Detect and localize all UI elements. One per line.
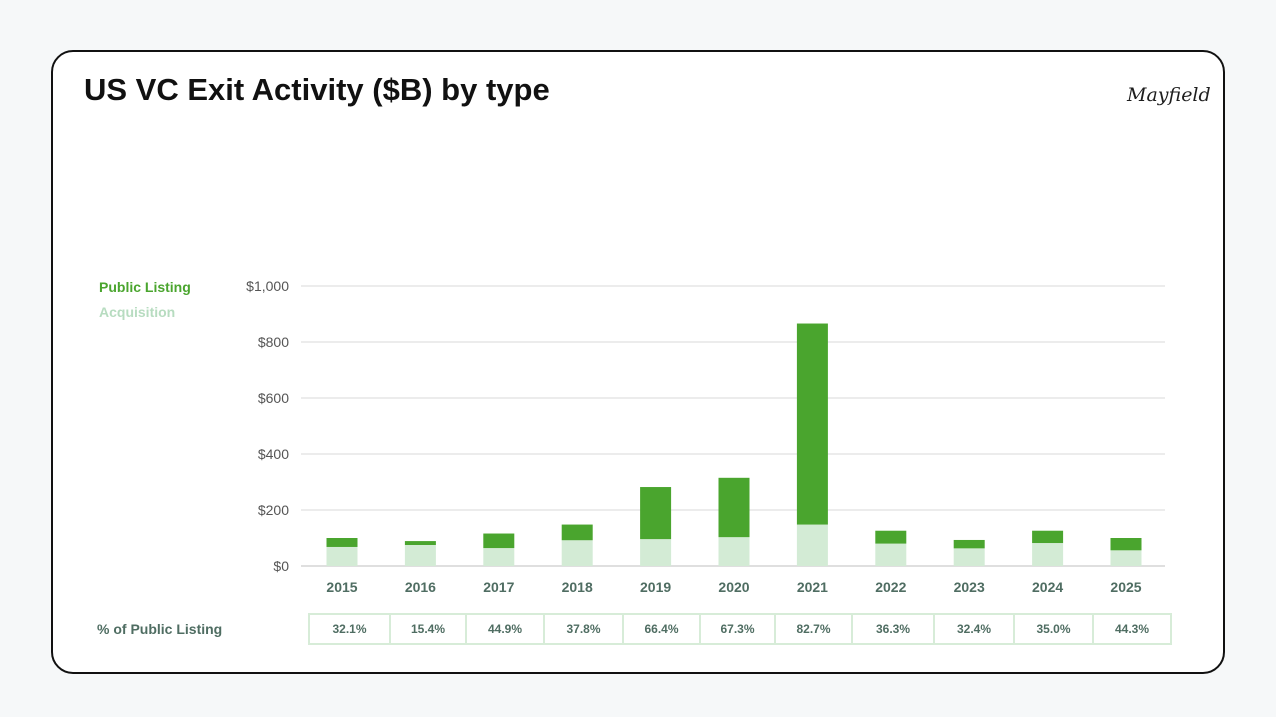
bar-acquisition [1032, 543, 1064, 566]
y-tick-label: $1,000 [246, 278, 289, 294]
legend-acquisition: Acquisition [99, 304, 176, 320]
bar-public-listing [1032, 530, 1064, 544]
x-tick-label: 2016 [405, 579, 436, 595]
pct-cell: 66.4% [622, 615, 699, 643]
y-tick-label: $800 [258, 334, 289, 350]
bar-acquisition [1110, 550, 1142, 566]
x-tick-label: 2019 [640, 579, 671, 595]
x-tick-label: 2025 [1110, 579, 1141, 595]
bar-public-listing [953, 539, 985, 549]
pct-cell: 32.4% [933, 615, 1013, 643]
bar-public-listing [640, 487, 672, 540]
bar-acquisition [561, 540, 593, 566]
bar-acquisition [404, 545, 436, 566]
legend-public-listing: Public Listing [99, 279, 191, 295]
bar-acquisition [796, 524, 828, 566]
bar-public-listing [561, 524, 593, 541]
bar-acquisition [326, 546, 358, 566]
x-tick-label: 2024 [1032, 579, 1063, 595]
pct-cell: 67.3% [699, 615, 774, 643]
pct-cell: 35.0% [1013, 615, 1092, 643]
bar-public-listing [483, 533, 515, 549]
pct-cell: 44.9% [465, 615, 543, 643]
pct-public-listing-table: 32.1% 15.4% 44.9% 37.8% 66.4% 67.3% 82.7% 36.3%… [308, 613, 1172, 645]
x-tick-label: 2022 [875, 579, 906, 595]
pct-cell: 37.8% [543, 615, 622, 643]
bar-public-listing [796, 323, 828, 525]
x-tick-label: 2017 [483, 579, 514, 595]
bar-public-listing [718, 477, 750, 538]
y-tick-label: $200 [258, 502, 289, 518]
pct-cell: 32.1% [332, 622, 367, 636]
bar-public-listing [875, 530, 907, 544]
bar-acquisition [953, 548, 985, 566]
chart-card: US VC Exit Activity ($B) by type Mayfiel… [51, 50, 1225, 674]
y-tick-label: $0 [273, 558, 289, 574]
bar-public-listing [1110, 538, 1142, 551]
pct-cell: 82.7% [774, 615, 851, 643]
mayfield-logo: Mayfield [1127, 84, 1211, 106]
bar-acquisition [640, 539, 672, 566]
x-tick-label: 2015 [326, 579, 357, 595]
stacked-bar-chart: $0 $200 $400 $600 $800 $1,000 2015 2016 2017 2018… [246, 278, 1165, 595]
y-tick-label: $400 [258, 446, 289, 462]
x-tick-label: 2018 [562, 579, 593, 595]
bar-public-listing [326, 538, 358, 547]
pct-cell: 15.4% [389, 615, 465, 643]
pct-cell: 36.3% [851, 615, 933, 643]
x-tick-label: 2020 [718, 579, 749, 595]
x-tick-label: 2021 [797, 579, 828, 595]
x-tick-label: 2023 [954, 579, 985, 595]
y-tick-label: $600 [258, 390, 289, 406]
bar-acquisition [875, 543, 907, 566]
bar-acquisition [483, 548, 515, 566]
chart-title: US VC Exit Activity ($B) by type [84, 72, 550, 107]
bar-public-listing [404, 541, 436, 545]
bar-acquisition [718, 537, 750, 566]
pct-public-listing-label: % of Public Listing [97, 621, 223, 637]
pct-cell: 44.3% [1092, 615, 1170, 643]
